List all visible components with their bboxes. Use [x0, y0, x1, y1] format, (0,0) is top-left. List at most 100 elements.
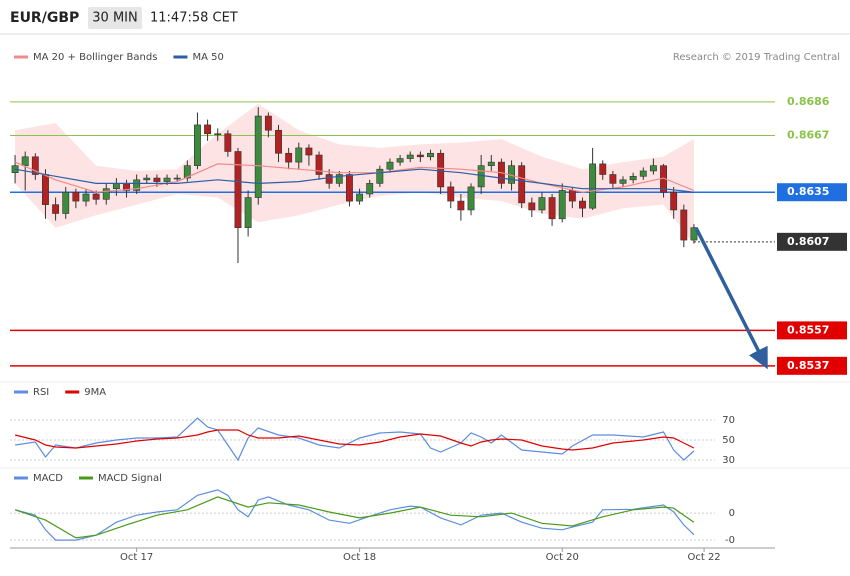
candle-body — [680, 209, 688, 241]
x-tick-label: Oct 20 — [546, 552, 579, 563]
level-box — [777, 356, 847, 375]
level-box — [777, 321, 847, 340]
forecast-arrow — [694, 226, 768, 370]
legend-label: RSI — [33, 387, 49, 398]
candle-body — [427, 152, 434, 158]
candle-body — [234, 151, 242, 228]
candle-body — [649, 165, 657, 172]
candle-body — [153, 177, 161, 182]
candle-body — [295, 147, 303, 163]
interval: 30 MIN — [92, 11, 137, 26]
candle-body — [447, 186, 455, 202]
candle-body — [568, 190, 576, 202]
series-line — [14, 429, 695, 451]
candle-body — [690, 227, 698, 241]
interval-box — [88, 7, 142, 29]
candle-body — [204, 124, 212, 135]
level-label: 0.8607 — [787, 235, 829, 248]
candle-body — [406, 154, 414, 159]
candle-body — [670, 191, 678, 211]
candle-body — [315, 154, 323, 175]
candle-body — [285, 152, 293, 163]
bollinger-band — [15, 103, 694, 244]
level-label: 0.8537 — [787, 359, 829, 372]
candle-body — [345, 174, 353, 202]
candle-body — [335, 174, 343, 184]
copyright: Research © 2019 Trading Central — [673, 52, 840, 63]
x-tick-label: Oct 22 — [687, 552, 720, 563]
candle-body — [224, 133, 232, 152]
candle-body — [376, 168, 384, 184]
candle-body — [579, 200, 586, 209]
candle-body — [173, 177, 181, 180]
candle-body — [31, 156, 39, 175]
series-line — [14, 496, 695, 539]
candle-body — [42, 174, 49, 205]
candle-body — [416, 154, 424, 158]
candle-body — [538, 197, 546, 211]
candle-body — [82, 193, 90, 202]
candle-body — [112, 183, 120, 189]
y-tick-label: 0 — [729, 508, 735, 519]
candle-body — [396, 158, 404, 163]
candle-body — [518, 165, 526, 204]
candle-body — [214, 133, 222, 136]
y-tick-label: 30 — [722, 455, 735, 466]
candle-body — [467, 186, 475, 211]
candle-body — [133, 179, 141, 191]
candle-body — [386, 161, 394, 170]
candle-body — [305, 147, 313, 156]
candle-body — [619, 179, 627, 184]
y-tick-label: -0 — [725, 535, 735, 546]
level-box — [777, 232, 847, 251]
candle-body — [487, 161, 495, 166]
series-line — [14, 168, 694, 193]
candle-body — [194, 124, 201, 166]
x-tick-label: Oct 18 — [343, 552, 376, 563]
legend-label: MA 20 + Bollinger Bands — [33, 52, 157, 63]
candle-body — [609, 174, 617, 184]
candle-body — [143, 177, 151, 181]
time: 11:47:58 CET — [150, 11, 238, 26]
candle-body — [163, 177, 171, 182]
candle-body — [599, 163, 607, 175]
candle-body — [629, 175, 637, 181]
candle-body — [92, 193, 100, 200]
legend-label: MACD Signal — [98, 473, 162, 484]
candle-body — [254, 115, 262, 198]
candle-body — [62, 191, 70, 214]
candle-body — [366, 183, 374, 195]
candle-body — [325, 174, 333, 184]
candle-body — [52, 204, 60, 214]
series-line — [14, 161, 695, 193]
candle-body — [548, 197, 556, 220]
y-tick-label: 50 — [722, 435, 735, 446]
series-line — [15, 417, 695, 462]
candle-body — [457, 200, 465, 211]
level-label: 0.8635 — [787, 185, 829, 198]
level-label: 0.8686 — [787, 95, 830, 108]
candle-body — [437, 152, 445, 188]
candle-body — [589, 163, 597, 209]
candle-body — [639, 170, 647, 177]
candle-body — [244, 197, 252, 228]
candle-body — [21, 156, 29, 166]
symbol: EUR/GBP — [10, 10, 79, 26]
candle-body — [72, 191, 80, 202]
candle-body — [275, 129, 282, 154]
legend-label: MACD — [33, 473, 63, 484]
series-line — [14, 489, 695, 541]
candle-body — [558, 190, 566, 220]
level-label: 0.8667 — [787, 129, 829, 142]
candle-body — [264, 115, 272, 131]
level-label: 0.8557 — [787, 323, 829, 336]
candle-body — [356, 193, 364, 202]
candle-body — [183, 165, 191, 179]
candle-body — [102, 188, 110, 200]
y-tick-label: 70 — [722, 415, 735, 426]
level-box — [777, 183, 847, 202]
x-tick-label: Oct 17 — [120, 552, 153, 563]
legend-label: 9MA — [84, 387, 106, 398]
